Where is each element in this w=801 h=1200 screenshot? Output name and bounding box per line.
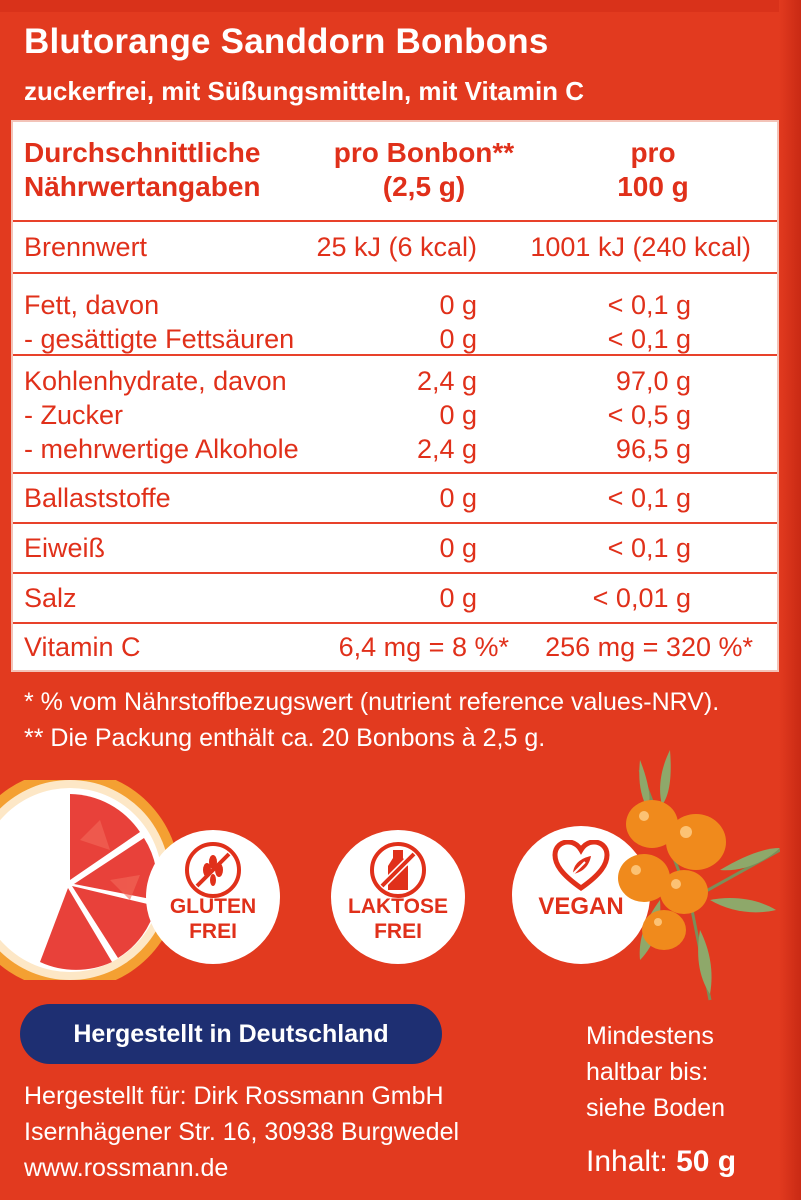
lactose-free-label: LAKTOSE FREI [331, 894, 465, 944]
best-before-line2: haltbar bis: [586, 1058, 709, 1086]
gluten-line2: FREI [189, 920, 237, 943]
best-before-info: Mindestens haltbar bis: siehe Boden [586, 1018, 725, 1126]
row-value-per-piece: 2,4 g [416, 366, 477, 396]
row-value-per-100g: 96,5 g [615, 434, 691, 464]
nutrition-header-row: Durchschnittliche Nährwertangaben pro Bo… [13, 122, 777, 222]
row-label: Fett, davon [24, 290, 160, 320]
laktose-line1: LAKTOSE [348, 895, 448, 918]
header-per-piece: pro Bonbon** (2,5 g) [329, 136, 519, 204]
best-before-line3: siehe Boden [586, 1094, 726, 1122]
header-per-piece-line1: pro Bonbon** [333, 137, 515, 168]
row-value-per-piece: 6,4 mg = 8 %* [338, 632, 509, 662]
row-value-per-piece: 0 g [439, 400, 477, 430]
table-row: Ballaststoffe 0 g < 0,1 g [13, 474, 777, 524]
package-edge-right [779, 0, 801, 1200]
row-label: Brennwert [24, 232, 148, 262]
row-value-per-100g: < 0,1 g [607, 290, 691, 320]
row-value-per-100g: < 0,1 g [607, 533, 691, 563]
grapefruit-illustration [0, 780, 180, 980]
heart-leaf-icon [552, 840, 610, 892]
row-value-per-100g: < 0,01 g [592, 583, 691, 613]
row-label: Eiweiß [24, 533, 106, 563]
row-value-per-100g: < 0,5 g [607, 400, 691, 430]
header-per-piece-line2: (2,5 g) [382, 171, 466, 202]
product-title: Blutorange Sanddorn Bonbons [24, 22, 549, 61]
row-value-per-piece: 2,4 g [416, 434, 477, 464]
gluten-free-badge: GLUTEN FREI [146, 830, 280, 964]
header-per-100g-line2: 100 g [617, 171, 689, 202]
row-value-per-piece: 0 g [439, 483, 477, 513]
net-content-value: 50 g [676, 1145, 737, 1178]
row-value-per-100g: < 0,1 g [607, 324, 691, 354]
header-nutrition-label: Durchschnittliche Nährwertangaben [24, 136, 261, 204]
table-row: Kohlenhydrate, davon 2,4 g 97,0 g - Zuck… [13, 356, 777, 474]
manufacturer-info: Hergestellt für: Dirk Rossmann GmbH Iser… [24, 1078, 459, 1186]
manufacturer-name: Hergestellt für: Dirk Rossmann GmbH [24, 1082, 444, 1110]
row-value-per-100g: < 0,1 g [607, 483, 691, 513]
row-label: - gesättigte Fettsäuren [24, 324, 295, 354]
footnotes: * % vom Nährstoffbezugswert (nutrient re… [24, 684, 719, 756]
row-label: Ballaststoffe [24, 483, 171, 513]
header-per-100g-line1: pro [630, 137, 676, 168]
header-per-100g: pro 100 g [553, 136, 753, 204]
row-value-per-piece: 0 g [439, 583, 477, 613]
row-label: Salz [24, 583, 77, 613]
table-row: Brennwert 25 kJ (6 kcal) 1001 kJ (240 kc… [13, 222, 777, 274]
manufacturer-address: Isernhägener Str. 16, 30938 Burgwedel [24, 1118, 460, 1146]
vegan-label: VEGAN [538, 893, 624, 920]
row-value-per-piece: 0 g [439, 324, 477, 354]
row-label: Vitamin C [24, 632, 141, 662]
wheat-icon [185, 842, 241, 898]
row-label: Kohlenhydrate, davon [24, 366, 287, 396]
header-label-line1: Durchschnittliche [24, 137, 261, 168]
row-label: - mehrwertige Alkohole [24, 434, 299, 464]
sea-buckthorn-illustration [618, 750, 780, 1001]
row-value-per-100g: 97,0 g [615, 366, 691, 396]
table-row: Vitamin C 6,4 mg = 8 %* 256 mg = 320 %* [13, 624, 777, 672]
footnote-pack: ** Die Packung enthält ca. 20 Bonbons à … [24, 724, 546, 752]
table-row: Salz 0 g < 0,01 g [13, 574, 777, 624]
table-row: Fett, davon 0 g < 0,1 g - gesättigte Fet… [13, 274, 777, 356]
row-value-per-piece: 0 g [439, 533, 477, 563]
laktose-line2: FREI [374, 920, 422, 943]
package-edge-top [0, 0, 801, 12]
row-label: - Zucker [24, 400, 124, 430]
footnote-nrv: * % vom Nährstoffbezugswert (nutrient re… [24, 688, 720, 716]
gluten-free-label: GLUTEN FREI [146, 894, 280, 944]
product-subtitle: zuckerfrei, mit Süßungsmitteln, mit Vita… [24, 76, 585, 106]
lactose-free-badge: LAKTOSE FREI [331, 830, 465, 964]
gluten-line1: GLUTEN [169, 895, 257, 918]
nutrition-table: Durchschnittliche Nährwertangaben pro Bo… [11, 120, 779, 672]
row-value-per-piece: 0 g [439, 290, 477, 320]
net-content-label: Inhalt: [586, 1145, 668, 1178]
net-content: Inhalt: 50 g [586, 1142, 736, 1182]
made-in-germany-banner: Hergestellt in Deutschland [20, 1004, 442, 1064]
best-before-line1: Mindestens [586, 1022, 714, 1050]
header-label-line2: Nährwertangaben [24, 171, 261, 202]
table-row: Eiweiß 0 g < 0,1 g [13, 524, 777, 574]
manufacturer-website: www.rossmann.de [24, 1154, 229, 1182]
row-value-per-100g: 1001 kJ (240 kcal) [530, 232, 751, 262]
milk-bottle-icon [370, 842, 426, 898]
row-value-per-piece: 25 kJ (6 kcal) [316, 232, 477, 262]
row-value-per-100g: 256 mg = 320 %* [545, 632, 753, 662]
